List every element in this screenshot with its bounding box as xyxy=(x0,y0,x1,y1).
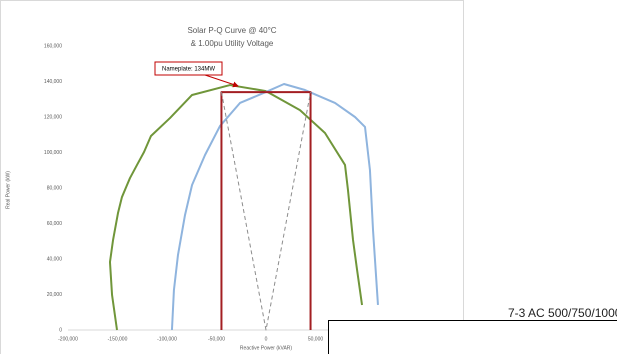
side-text: 7-3 AC 500/750/1000 xyxy=(508,306,617,320)
x-tick-label: -100,000 xyxy=(157,336,177,342)
annotation-arrow xyxy=(204,74,239,88)
y-tick-label: 100,000 xyxy=(44,150,62,156)
x-axis-label: Reactive Power (kVAR) xyxy=(240,345,292,351)
annotation: Nameplate: 134MW xyxy=(162,67,215,73)
y-tick-label: 160,000 xyxy=(44,43,62,49)
y-tick-label: 140,000 xyxy=(44,79,62,85)
x-tick-label: -150,000 xyxy=(108,336,128,342)
series-line xyxy=(220,91,312,330)
annotation-box xyxy=(154,61,223,76)
series-line xyxy=(220,92,312,331)
chart-title: Solar P-Q Curve @ 40°C xyxy=(187,26,276,35)
y-tick-label: 120,000 xyxy=(44,114,62,120)
overlay-box xyxy=(328,320,617,354)
chart-frame xyxy=(0,0,464,354)
y-tick-label: 20,000 xyxy=(47,292,63,298)
series-line xyxy=(170,82,379,331)
y-tick-label: 60,000 xyxy=(47,221,63,227)
x-tick-label: -50,000 xyxy=(208,336,225,342)
x-tick-label: 50,000 xyxy=(308,336,324,342)
chart-title: & 1.00pu Utility Voltage xyxy=(191,39,274,48)
y-tick-label: 80,000 xyxy=(47,185,63,191)
y-tick-label: 0 xyxy=(59,327,62,333)
series-line xyxy=(108,84,364,331)
x-tick-label: -200,000 xyxy=(58,336,78,342)
y-axis-label: Real Power (kW) xyxy=(5,171,11,209)
x-tick-label: 0 xyxy=(265,336,268,342)
y-tick-label: 40,000 xyxy=(47,256,63,262)
